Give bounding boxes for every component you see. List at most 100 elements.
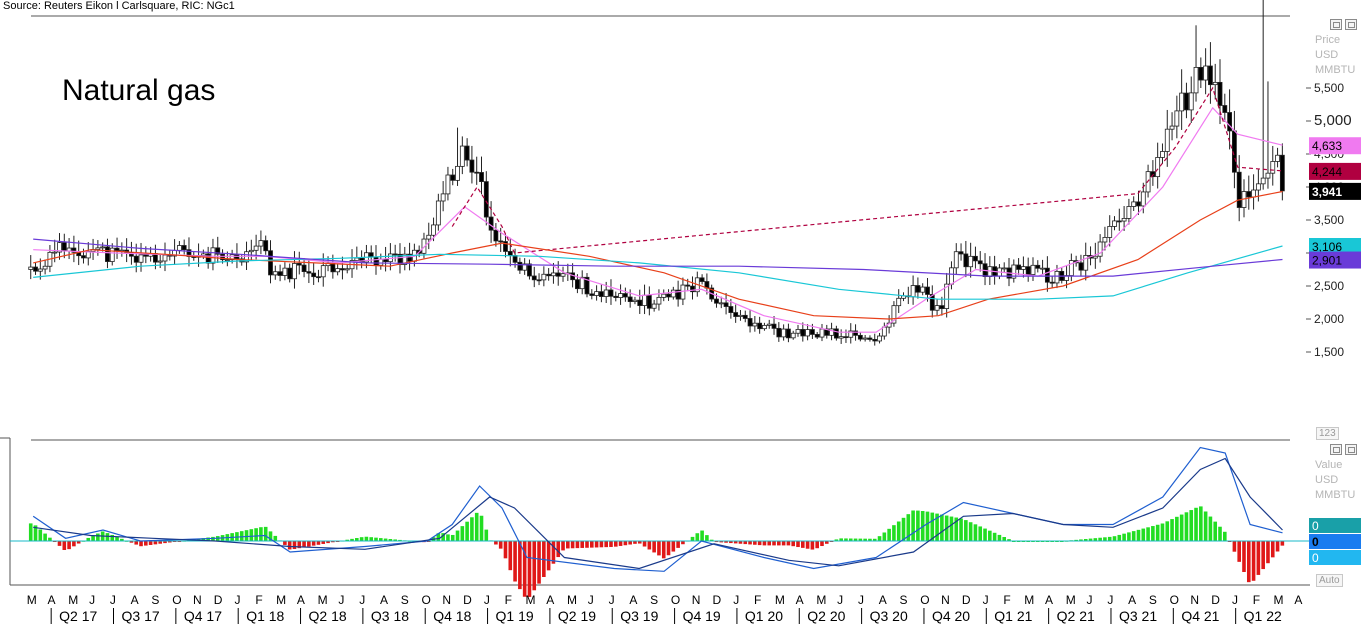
x-month-label: F	[754, 593, 761, 607]
macd-histogram-bar	[527, 541, 532, 597]
scale-123-button[interactable]: 123	[1316, 427, 1339, 440]
candle-body	[1222, 105, 1228, 113]
candle-body	[181, 245, 187, 251]
macd-histogram-bar	[239, 531, 244, 541]
x-month-label: F	[505, 593, 512, 607]
macd-histogram-bar	[575, 541, 580, 549]
x-month-label: A	[297, 593, 305, 607]
macd-histogram-bar	[446, 534, 450, 541]
macd-histogram-bar	[359, 537, 364, 541]
candle-body	[1001, 267, 1007, 270]
macd-histogram-bar	[1194, 507, 1198, 541]
macd-value-label-bg	[1309, 518, 1361, 533]
macd-histogram-bar	[820, 541, 824, 547]
x-month-label: S	[401, 593, 409, 607]
x-quarter-label: Q1 22	[1244, 608, 1282, 624]
x-month-label: M	[68, 593, 78, 607]
macd-histogram-bar	[901, 517, 906, 541]
x-month-label: J	[983, 593, 989, 607]
candle-body	[594, 291, 599, 296]
x-quarter-label: Q4 17	[184, 608, 222, 624]
macd-histogram-bar	[38, 529, 43, 541]
candle-body	[920, 286, 926, 293]
macd-histogram-bar	[992, 532, 997, 541]
x-month-label: D	[1211, 593, 1220, 607]
macd-histogram-bar	[796, 541, 800, 548]
macd-histogram-bar	[594, 541, 599, 548]
auto-scale-button[interactable]: Auto	[1316, 574, 1343, 587]
x-month-label: J	[110, 593, 116, 607]
macd-histogram-bar	[503, 541, 508, 559]
candle-body	[819, 328, 825, 338]
x-month-label: N	[941, 593, 950, 607]
macd-histogram-bar	[287, 541, 292, 550]
macd-histogram-bar	[546, 541, 551, 571]
candle-body	[723, 302, 729, 307]
candle-body	[445, 174, 451, 195]
x-month-label: J	[235, 593, 241, 607]
macd-histogram-bar	[551, 541, 556, 564]
price-value-label-bg	[1309, 251, 1361, 269]
y-tick-label: 2,000	[1314, 312, 1344, 326]
candle-body	[551, 272, 556, 277]
macd-histogram-bar	[474, 512, 479, 541]
macd-histogram-bar	[1165, 521, 1170, 541]
macd-histogram-bar	[661, 541, 666, 559]
candle-body	[867, 337, 873, 340]
candle-body	[1279, 154, 1285, 192]
candle-body	[1136, 201, 1141, 207]
candle-body	[838, 336, 844, 339]
price-value-label-bg	[1309, 182, 1361, 200]
macd-histogram-bar	[48, 537, 52, 541]
window-restore-icon[interactable]	[1330, 444, 1342, 455]
price-value-label: 2,901	[1312, 254, 1342, 268]
x-month-label: A	[1045, 593, 1053, 607]
candle-body	[752, 322, 758, 327]
candle-body	[579, 276, 585, 290]
window-maximize-icon[interactable]	[1345, 444, 1357, 455]
candle-body	[1275, 154, 1280, 162]
x-month-label: M	[775, 593, 785, 607]
candle-body	[953, 251, 959, 269]
x-month-label: D	[962, 593, 971, 607]
x-month-label: M	[1066, 593, 1076, 607]
macd-histogram-bar	[916, 510, 920, 541]
x-month-label: M	[1024, 593, 1034, 607]
candle-body	[320, 265, 326, 278]
candle-body	[1169, 125, 1175, 130]
macd-histogram-bar	[1270, 541, 1275, 558]
macd-histogram-bar	[1232, 541, 1237, 552]
macd-histogram-bar	[450, 534, 455, 541]
window-restore-icon[interactable]	[1330, 19, 1342, 30]
macd-histogram-bar	[460, 526, 465, 541]
candle-body	[296, 263, 302, 266]
candle-body	[469, 159, 475, 173]
macd-histogram-bar	[877, 536, 882, 541]
candle-body	[1054, 270, 1060, 284]
candle-body	[675, 289, 681, 300]
window-maximize-icon[interactable]	[1345, 19, 1357, 30]
macd-histogram-bar	[753, 541, 757, 545]
macd-histogram-bar	[786, 541, 791, 546]
macd-histogram-bar	[657, 541, 661, 556]
x-month-label: O	[1170, 593, 1179, 607]
candle-body	[718, 302, 724, 305]
candle-body	[618, 293, 623, 298]
candle-body	[843, 336, 849, 339]
candle-body	[1193, 66, 1199, 94]
candle-body	[287, 267, 293, 280]
candle-body	[1198, 66, 1204, 81]
macd-histogram-bar	[91, 535, 95, 541]
candle-body	[814, 334, 820, 338]
macd-histogram-bar	[1122, 533, 1126, 541]
candle-body	[680, 284, 686, 300]
macd-histogram-bar	[872, 538, 877, 541]
macd-histogram-bar	[120, 538, 124, 541]
macd-histogram-bar	[949, 516, 954, 541]
candle-body	[479, 172, 484, 183]
price-value-label: 3,941	[1312, 185, 1342, 199]
macd-histogram-bar	[167, 541, 172, 543]
candle-body	[857, 334, 863, 340]
macd-histogram-bar	[1266, 541, 1270, 564]
x-quarter-label: Q3 21	[1119, 608, 1157, 624]
